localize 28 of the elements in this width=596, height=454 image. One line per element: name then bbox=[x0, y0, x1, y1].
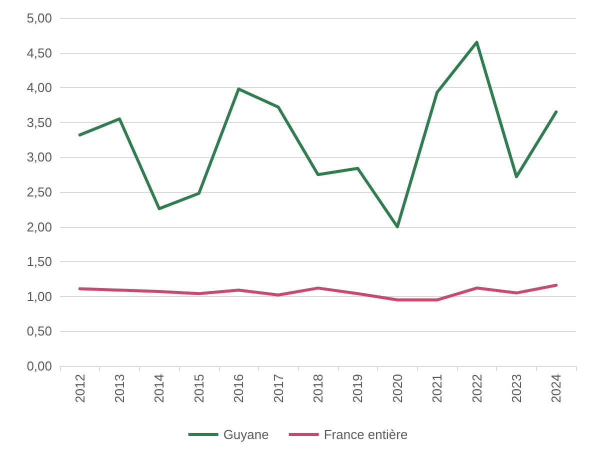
y-tick-label: 4,00 bbox=[26, 80, 52, 96]
x-tick-label: 2023 bbox=[508, 374, 524, 403]
y-tick-label: 4,50 bbox=[26, 45, 52, 60]
y-tick-label: 3,00 bbox=[26, 150, 52, 165]
x-tick-label: 2012 bbox=[72, 374, 88, 403]
y-tick-label: 2,50 bbox=[26, 184, 52, 200]
legend-label: Guyane bbox=[223, 427, 269, 442]
x-tick-label: 2021 bbox=[430, 374, 445, 403]
x-tick-label: 2015 bbox=[191, 374, 206, 403]
x-tick-label: 2014 bbox=[152, 374, 167, 403]
y-tick-label: 2,00 bbox=[26, 219, 52, 234]
x-tick-label: 2013 bbox=[112, 374, 128, 403]
y-tick-label: 5,00 bbox=[26, 10, 52, 26]
x-tick-label: 2016 bbox=[231, 374, 246, 403]
y-tick-label: 1,50 bbox=[26, 254, 52, 270]
x-tick-label: 2022 bbox=[469, 374, 484, 403]
y-tick-label: 1,00 bbox=[26, 288, 52, 304]
x-tick-label: 2018 bbox=[310, 374, 326, 403]
line-series bbox=[78, 284, 558, 302]
x-tick-label: 2024 bbox=[548, 374, 564, 403]
y-tick-label: 3,50 bbox=[26, 114, 52, 130]
x-tick-label: 2019 bbox=[350, 374, 366, 403]
y-tick-label: 0,00 bbox=[26, 358, 52, 374]
y-tick-label: 0,50 bbox=[26, 324, 52, 339]
legend-label: France entière bbox=[324, 427, 408, 442]
line-series bbox=[78, 40, 558, 228]
x-tick-label: 2020 bbox=[390, 374, 405, 403]
x-tick-label: 2017 bbox=[270, 374, 286, 403]
